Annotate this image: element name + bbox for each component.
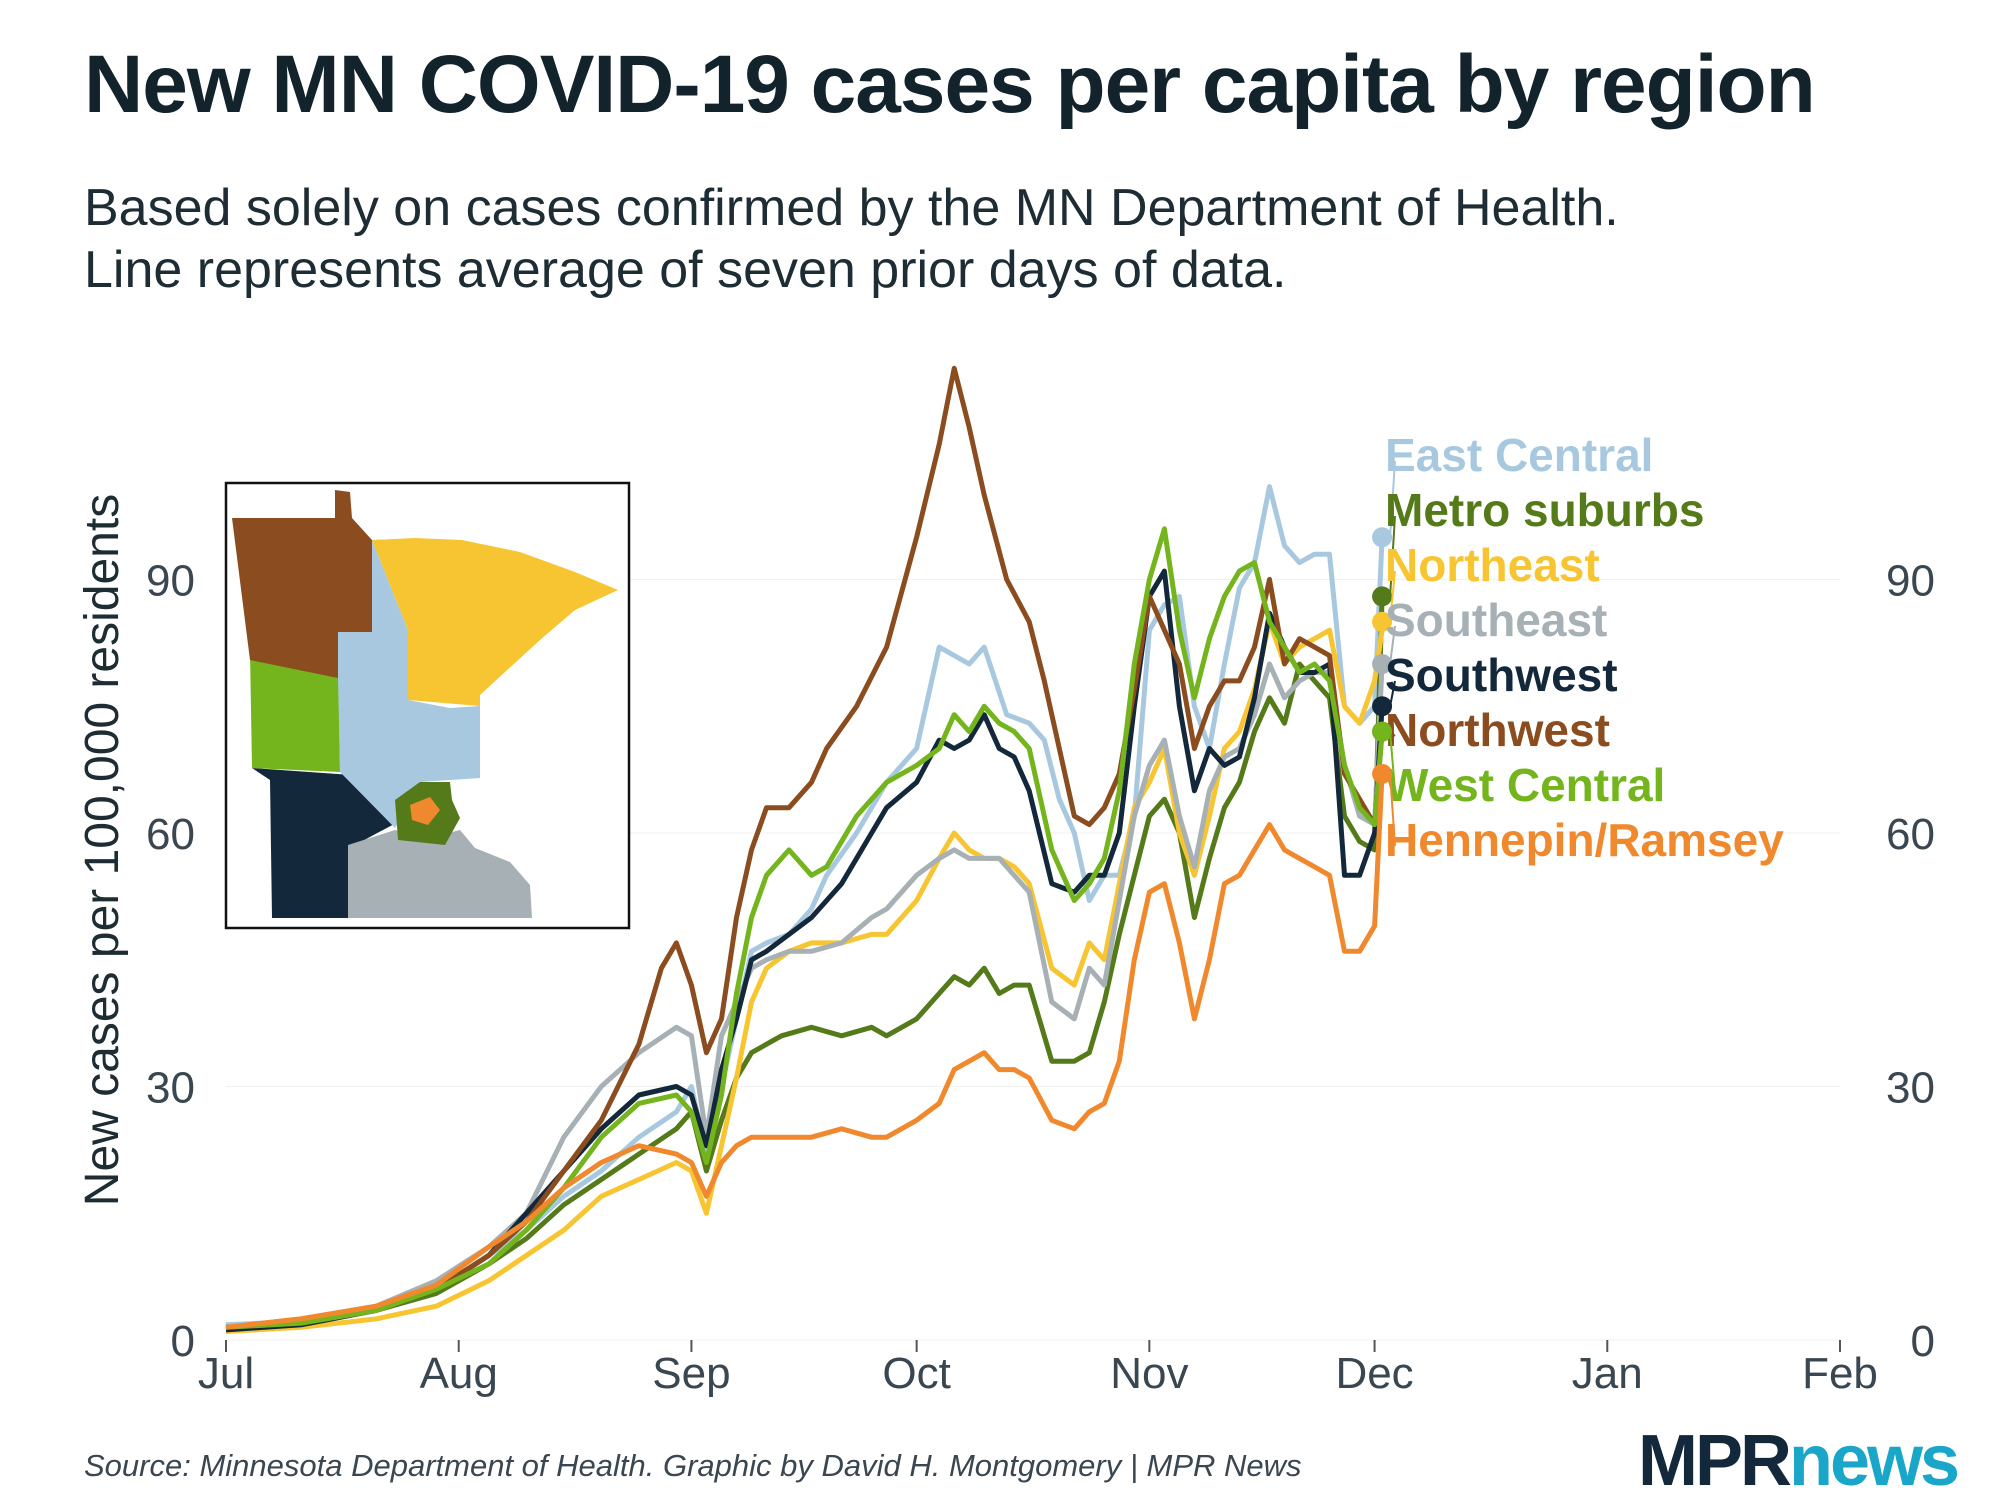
legend-label: Northeast bbox=[1385, 539, 1600, 591]
map-region-northwest bbox=[232, 490, 372, 678]
map-region-east-central bbox=[338, 540, 480, 828]
series-lines bbox=[225, 365, 1385, 1334]
x-tick-label: Oct bbox=[882, 1349, 950, 1398]
series-line-east-central bbox=[225, 484, 1385, 1328]
y-axis-label: New cases per 100,000 residents bbox=[76, 494, 129, 1206]
legend-connector bbox=[1389, 515, 1396, 597]
y-tick-label-right: 60 bbox=[1886, 810, 1935, 859]
logo-part-news: news bbox=[1789, 1421, 1960, 1501]
legend-connector bbox=[1389, 625, 1396, 665]
series-line-hennepin-ramsey bbox=[225, 773, 1385, 1330]
x-tick-label: Feb bbox=[1802, 1349, 1878, 1398]
series-end-point bbox=[1372, 763, 1393, 784]
chart-subtitle-line-2: Line represents average of seven prior d… bbox=[84, 241, 1287, 299]
map-region-northeast bbox=[372, 538, 618, 706]
series-line-southwest bbox=[225, 568, 1385, 1333]
map-region-hennepin-ramsey bbox=[410, 797, 440, 825]
map-region-west-central bbox=[250, 652, 340, 772]
legend-label: Northwest bbox=[1385, 704, 1610, 756]
y-tick-label-left: 90 bbox=[146, 557, 195, 606]
logo-part-mpr: MPR bbox=[1638, 1421, 1792, 1501]
map-region-southeast bbox=[348, 830, 532, 918]
y-tick-label-left: 0 bbox=[171, 1317, 195, 1366]
legend-connector bbox=[1389, 731, 1396, 792]
legend-connector bbox=[1389, 570, 1396, 622]
mpr-news-logo: MPRnews bbox=[1638, 1420, 1960, 1502]
series-end-point bbox=[1372, 654, 1393, 674]
legend-label: Metro suburbs bbox=[1385, 484, 1704, 536]
series-line-metro-suburbs bbox=[225, 596, 1385, 1330]
y-tick-label-right: 30 bbox=[1886, 1064, 1935, 1113]
x-tick-label: Sep bbox=[652, 1349, 730, 1398]
y-tick-label-left: 30 bbox=[146, 1064, 195, 1113]
chart-title: New MN COVID-19 cases per capita by regi… bbox=[84, 39, 1816, 130]
legend-label: East Central bbox=[1385, 429, 1653, 481]
legend-connector bbox=[1389, 773, 1396, 847]
series-line-northwest bbox=[225, 365, 1385, 1330]
y-tick-label-right: 90 bbox=[1886, 557, 1935, 606]
axes: 0 0 30 30 60 60 90 90 Jul Aug Sep Oct Nov Dec Jan Feb bbox=[146, 557, 1935, 1399]
legend-label: West Central bbox=[1385, 759, 1665, 811]
x-tick-label: Jan bbox=[1572, 1349, 1643, 1398]
series-end-point bbox=[1372, 696, 1393, 717]
series-end-point bbox=[1372, 586, 1393, 607]
x-tick-label: Aug bbox=[420, 1349, 498, 1398]
legend-label: Southeast bbox=[1385, 594, 1607, 646]
series-line-southeast bbox=[225, 661, 1385, 1330]
source-credit: Source: Minnesota Department of Health. … bbox=[84, 1448, 1302, 1483]
chart-subtitle-line-1: Based solely on cases confirmed by the M… bbox=[84, 179, 1619, 237]
series-end-point bbox=[1372, 721, 1393, 742]
x-tick-label: Nov bbox=[1110, 1349, 1188, 1398]
legend-connector bbox=[1389, 460, 1396, 538]
y-tick-label-left: 60 bbox=[146, 810, 195, 859]
series-line-west-central bbox=[225, 526, 1385, 1330]
series-end-point bbox=[1372, 527, 1393, 548]
inset-map bbox=[224, 481, 631, 930]
x-tick-label: Jul bbox=[198, 1349, 254, 1398]
legend-label: Hennepin/Ramsey bbox=[1385, 814, 1784, 866]
map-region-southwest bbox=[252, 768, 398, 918]
series-end-point bbox=[1372, 611, 1393, 632]
legend-label: Southwest bbox=[1385, 649, 1618, 701]
y-tick-label-right: 0 bbox=[1911, 1317, 1935, 1366]
x-tick-label: Dec bbox=[1335, 1349, 1413, 1398]
